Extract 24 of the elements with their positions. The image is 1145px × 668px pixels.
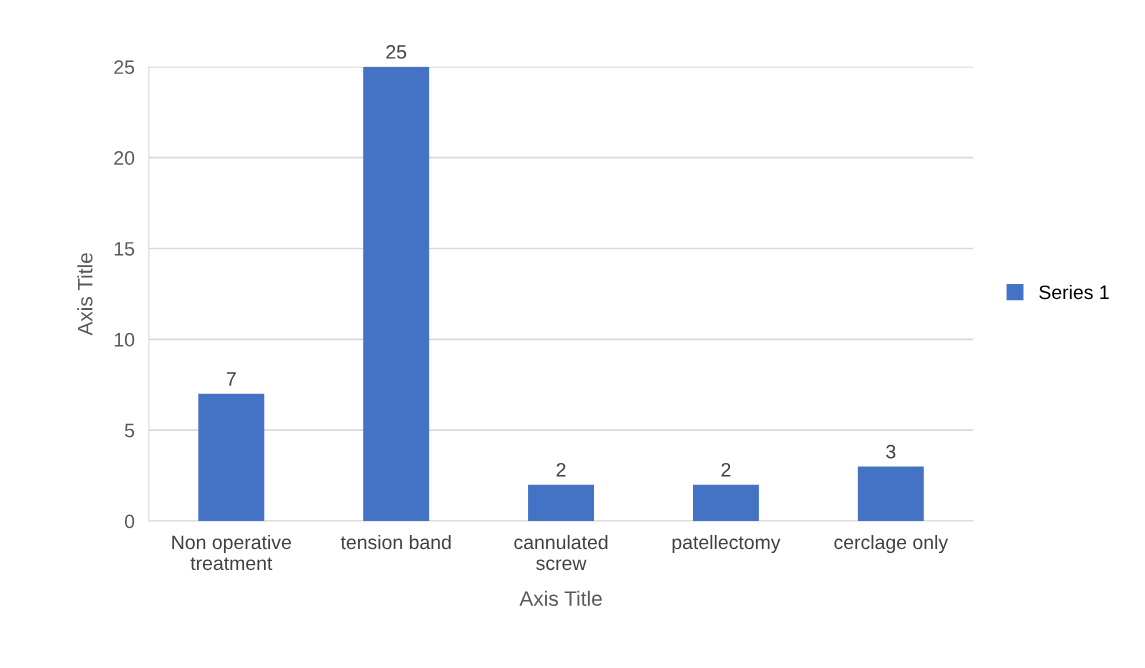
- data-label: 3: [886, 444, 896, 459]
- y-tick-label: 10: [114, 332, 135, 347]
- data-label: 7: [226, 372, 236, 386]
- y-tick-label: 0: [124, 514, 135, 529]
- x-tick-label: cannulated screw: [514, 534, 608, 571]
- bar: [363, 66, 430, 522]
- data-label: 25: [386, 45, 407, 59]
- y-tick-label: 25: [114, 60, 135, 75]
- bar: [692, 484, 759, 522]
- x-tick-label: Non operative treatment: [172, 534, 291, 571]
- data-label: 2: [721, 462, 731, 477]
- y-tick-label: 20: [114, 151, 135, 165]
- bar: [528, 484, 595, 522]
- data-label: 2: [556, 462, 566, 477]
- x-tick-label: tension band: [340, 534, 451, 550]
- x-tick-label: cerclage only: [834, 534, 949, 554]
- y-tick-label: 15: [114, 242, 135, 256]
- y-tick-label: 5: [124, 423, 135, 438]
- x-tick-label: patellectomy: [672, 534, 781, 554]
- legend-label: Series 1: [1039, 284, 1109, 300]
- bar: [857, 466, 924, 522]
- bar: [198, 393, 265, 522]
- y-axis-title: Axis Title: [77, 253, 93, 336]
- x-axis-title: Axis Title: [519, 590, 602, 606]
